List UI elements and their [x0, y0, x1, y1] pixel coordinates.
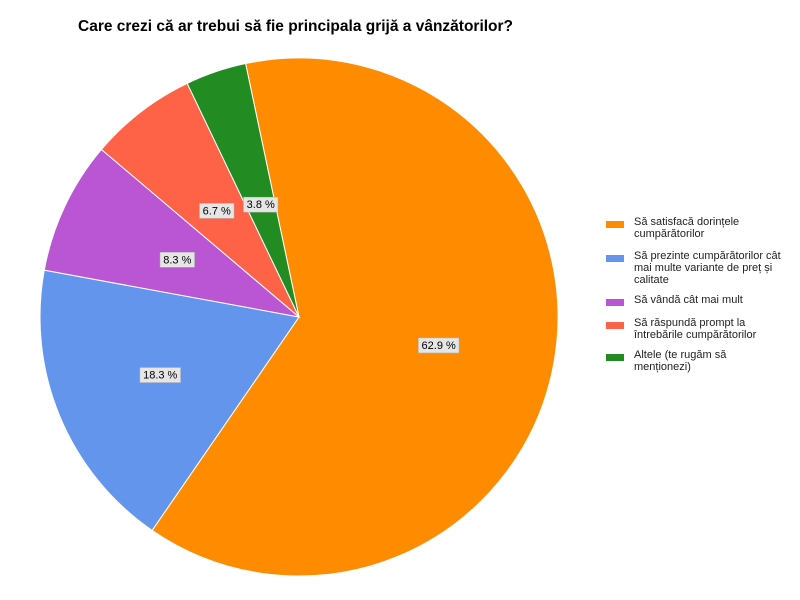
slice-data-label: 62.9 %	[418, 337, 460, 354]
slice-label-background	[199, 203, 235, 219]
slice-percent-text: 6.7 %	[203, 205, 231, 217]
slice-label-background	[139, 367, 181, 383]
legend-label: Să satisfacă dorințele cumpărătorilor	[634, 216, 740, 240]
legend-swatch	[606, 255, 624, 262]
legend-swatch	[606, 221, 624, 228]
pie-slice	[186, 62, 300, 318]
legend-label: Să prezinte cumpărătorilor cât mai multe…	[634, 250, 781, 286]
legend-swatch	[606, 299, 624, 306]
pie-slice	[151, 57, 559, 577]
slice-data-label: 3.8 %	[243, 196, 279, 213]
chart-title: Care crezi că ar trebui să fie principal…	[78, 18, 514, 35]
pie-slice	[100, 82, 300, 318]
pie-slice	[43, 148, 301, 318]
legend-swatch	[606, 322, 624, 329]
slice-label-background	[418, 337, 460, 354]
slice-percent-text: 8.3 %	[163, 254, 191, 266]
legend-swatch	[606, 354, 624, 361]
slice-label-background	[243, 196, 279, 213]
slice-data-label: 6.7 %	[199, 203, 235, 219]
slice-percent-text: 62.9 %	[422, 340, 456, 352]
slice-label-background	[159, 252, 195, 268]
legend-label: Să vândă cât mai mult	[634, 294, 743, 306]
slice-percent-text: 18.3 %	[143, 370, 177, 382]
slice-percent-text: 3.8 %	[247, 199, 275, 211]
slice-data-label: 18.3 %	[139, 367, 181, 383]
pie-slice	[39, 269, 300, 532]
slice-data-label: 8.3 %	[159, 252, 195, 268]
legend-label: Altele (te rugăm să menționezi)	[634, 349, 727, 373]
legend-label: Să răspundă prompt la întrebările cumpăr…	[634, 317, 757, 341]
